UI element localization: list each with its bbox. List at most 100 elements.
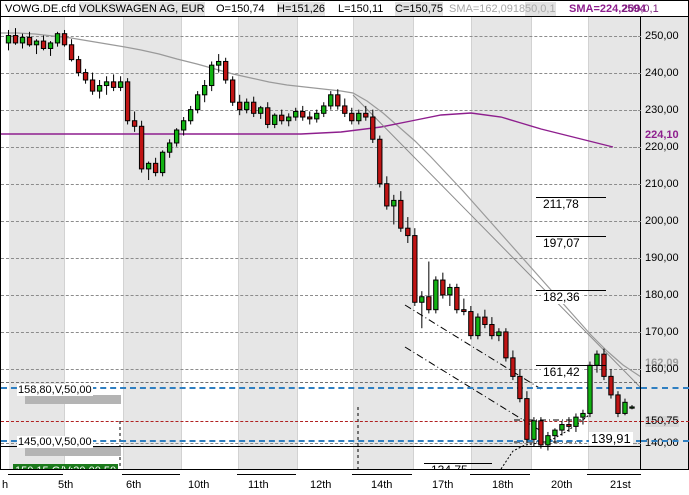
axis-label-140: 140,00: [645, 437, 679, 449]
candle-body: [545, 435, 551, 446]
candle-body: [166, 142, 173, 153]
axis-label-220: 220,00: [645, 141, 679, 153]
sma50-params: 50,0,1: [525, 2, 556, 16]
sma200-params: 200,0,1: [622, 3, 659, 15]
level-label-134-75: 134,75: [429, 464, 470, 469]
alert-line-145-00[interactable]: [1, 440, 640, 442]
axis-tick: [633, 73, 641, 74]
low-value: L=150,11: [338, 3, 384, 15]
candle-body: [377, 138, 383, 185]
candlestick-series[interactable]: [1, 17, 641, 469]
time-label-0: h: [2, 479, 9, 491]
candle-body: [594, 353, 600, 366]
zero-reference-line: [1, 446, 640, 447]
candle-body: [26, 36, 33, 46]
axis-tick: [633, 295, 641, 296]
candle-body: [300, 110, 306, 118]
axis-price-tick: [641, 421, 689, 422]
candle-body: [152, 162, 159, 174]
time-label-10: 21st: [610, 479, 631, 491]
chart-header-bar: VOWG.DE.cfd - VOLKSWAGEN AG, EUR O=150,7…: [0, 0, 689, 17]
axis-label-200: 200,00: [645, 215, 679, 227]
candle-body: [398, 199, 404, 229]
axis-label-160: 160,00: [645, 363, 679, 375]
candle-body: [138, 125, 145, 170]
candle-body: [103, 81, 110, 87]
candle-body: [244, 101, 250, 111]
level-bar-182: [536, 290, 606, 291]
candle-body: [5, 35, 12, 44]
label-shadow: [25, 395, 121, 404]
candle-body: [54, 33, 61, 44]
time-label-4: 11th: [248, 479, 269, 491]
sma50-value: SMA=162,0918: [449, 3, 526, 15]
candle-body: [117, 81, 124, 88]
instrument-name-label: VOLKSWAGEN AG, EUR: [79, 2, 205, 16]
level-bar-211: [536, 197, 606, 198]
candle-body: [279, 114, 285, 122]
axis-label-250: 250,00: [645, 30, 679, 42]
candle-body: [503, 331, 509, 359]
label-shadow: [25, 447, 121, 456]
time-label-5: 12th: [310, 479, 332, 491]
candle-body: [12, 35, 19, 44]
candle-body: [187, 109, 194, 122]
candle-body: [622, 401, 628, 414]
candle-body: [61, 33, 68, 46]
candle-body: [447, 286, 453, 296]
candle-body: [208, 64, 215, 87]
candle-body: [496, 331, 502, 337]
axis-tick: [633, 332, 641, 333]
axis-label-180: 180,00: [645, 289, 679, 301]
candle-body: [384, 183, 390, 207]
candle-body: [194, 94, 201, 111]
axis-tick: [633, 147, 641, 148]
session-marker: [237, 469, 296, 475]
axis-tick: [633, 258, 641, 259]
axis-baseline: [0, 469, 689, 470]
candle-body: [47, 42, 54, 49]
candle-body: [223, 60, 229, 81]
candle-body: [419, 296, 425, 303]
level-label-182-36: 182,36: [541, 290, 582, 304]
candle-body: [124, 81, 131, 122]
current-price-line: [1, 421, 640, 422]
axis-alert-158: [641, 387, 689, 389]
sma200-value: SMA=224,2594: [569, 3, 646, 15]
time-label-7: 17th: [432, 479, 454, 491]
candle-body: [370, 116, 376, 140]
candle-body: [293, 110, 299, 118]
candle-body: [215, 60, 222, 66]
candle-body: [468, 311, 474, 337]
candle-body: [531, 420, 537, 440]
candle-body: [201, 85, 208, 96]
candle-body: [587, 364, 593, 414]
axis-label-240: 240,00: [645, 67, 679, 79]
candle-body: [272, 114, 278, 125]
candle-body: [131, 120, 138, 127]
time-label-8: 18th: [492, 479, 514, 491]
position-label-150-15[interactable]: 150,15,G/V:30,00,50: [13, 464, 119, 469]
candle-body: [405, 227, 411, 237]
candle-body: [40, 40, 47, 49]
time-axis[interactable]: h 5th 6th 10th 11th 12th 14th 17th 18th …: [0, 469, 689, 495]
axis-label-190: 190,00: [645, 252, 679, 264]
candle-body: [433, 279, 439, 311]
candle-body: [237, 101, 243, 111]
close-value: C=150,75: [395, 2, 444, 16]
price-plot-area[interactable]: 211,78 197,07 182,36 161,42 139,91 134,7…: [0, 17, 641, 469]
candle-body: [482, 316, 488, 326]
candle-body: [454, 286, 460, 311]
axis-tick: [633, 221, 641, 222]
alert-label-145-00[interactable]: 145,00,V,50,00: [17, 436, 93, 448]
level-bar-134: [424, 463, 492, 464]
candle-body: [19, 36, 26, 44]
axis-tick: [633, 36, 641, 37]
candle-body: [440, 279, 446, 296]
price-axis[interactable]: 250,00 240,00 230,00 224,10 220,00 210,0…: [633, 17, 689, 469]
alert-label-158-80[interactable]: 158,80,V,50,00: [17, 384, 93, 396]
alert-line-158-80[interactable]: [1, 387, 640, 389]
time-label-3: 10th: [188, 479, 210, 491]
candle-body: [461, 309, 467, 313]
axis-tick: [633, 443, 641, 444]
